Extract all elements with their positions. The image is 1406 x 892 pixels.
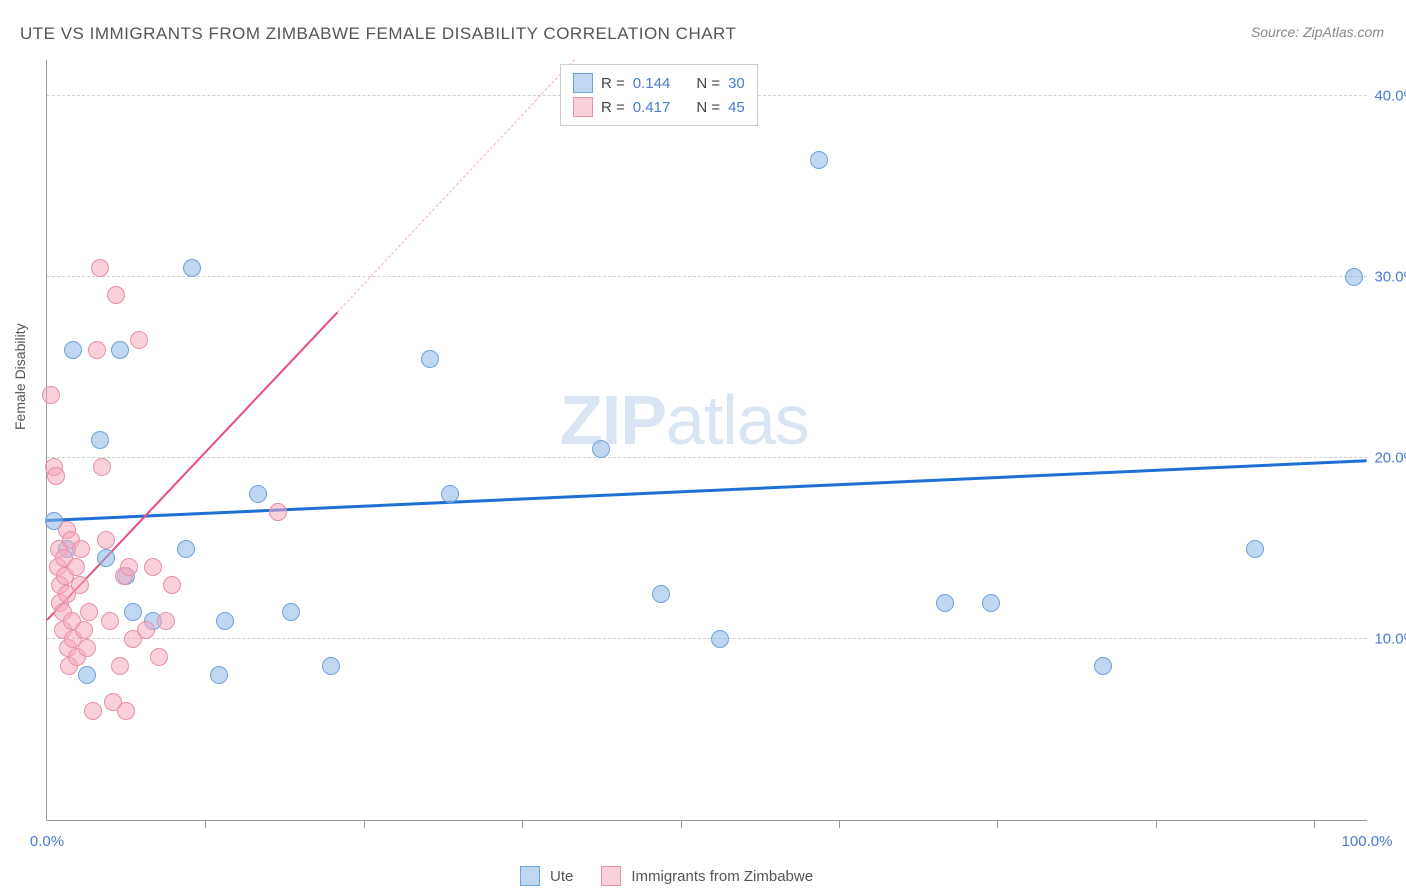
y-tick-label: 10.0% bbox=[1374, 631, 1406, 648]
data-point bbox=[1246, 540, 1264, 558]
gridline bbox=[47, 638, 1367, 639]
data-point bbox=[982, 594, 1000, 612]
data-point bbox=[101, 612, 119, 630]
x-tick bbox=[1314, 820, 1315, 828]
data-point bbox=[91, 431, 109, 449]
data-point bbox=[75, 621, 93, 639]
data-point bbox=[78, 639, 96, 657]
data-point bbox=[80, 603, 98, 621]
x-tick bbox=[681, 820, 682, 828]
x-tick bbox=[205, 820, 206, 828]
legend-r-label: R = bbox=[601, 99, 625, 116]
data-point bbox=[441, 485, 459, 503]
data-point bbox=[93, 458, 111, 476]
data-point bbox=[67, 558, 85, 576]
data-point bbox=[421, 350, 439, 368]
x-tick bbox=[997, 820, 998, 828]
data-point bbox=[64, 341, 82, 359]
gridline bbox=[47, 457, 1367, 458]
data-point bbox=[216, 612, 234, 630]
data-point bbox=[117, 702, 135, 720]
pink-trend-dashed bbox=[337, 59, 575, 313]
data-point bbox=[107, 286, 125, 304]
data-point bbox=[1345, 268, 1363, 286]
source-attribution: Source: ZipAtlas.com bbox=[1251, 24, 1384, 40]
x-tick bbox=[1156, 820, 1157, 828]
legend-stats-row: R = 0.144 N = 30 bbox=[573, 71, 745, 95]
data-point bbox=[269, 503, 287, 521]
data-point bbox=[72, 540, 90, 558]
legend-swatch bbox=[601, 866, 621, 886]
pink-trend-solid bbox=[46, 312, 338, 621]
x-tick bbox=[522, 820, 523, 828]
data-point bbox=[177, 540, 195, 558]
x-tick bbox=[364, 820, 365, 828]
data-point bbox=[1094, 657, 1112, 675]
legend-swatch bbox=[573, 73, 593, 93]
legend-n-label: N = bbox=[696, 99, 720, 116]
data-point bbox=[183, 259, 201, 277]
y-tick-label: 30.0% bbox=[1374, 269, 1406, 286]
data-point bbox=[91, 259, 109, 277]
legend-stats: R = 0.144 N = 30 R = 0.417 N = 45 bbox=[560, 64, 758, 126]
data-point bbox=[88, 341, 106, 359]
data-point bbox=[592, 440, 610, 458]
chart-title: UTE VS IMMIGRANTS FROM ZIMBABWE FEMALE D… bbox=[20, 24, 736, 44]
legend-stats-row: R = 0.417 N = 45 bbox=[573, 95, 745, 119]
legend-n-value: 30 bbox=[728, 75, 745, 92]
data-point bbox=[711, 630, 729, 648]
data-point bbox=[42, 386, 60, 404]
legend-r-value: 0.417 bbox=[633, 99, 671, 116]
y-tick-label: 40.0% bbox=[1374, 88, 1406, 105]
gridline bbox=[47, 276, 1367, 277]
data-point bbox=[97, 549, 115, 567]
legend-swatch bbox=[573, 97, 593, 117]
x-tick bbox=[839, 820, 840, 828]
legend-series-label: Immigrants from Zimbabwe bbox=[631, 868, 813, 885]
data-point bbox=[78, 666, 96, 684]
data-point bbox=[652, 585, 670, 603]
y-tick-label: 20.0% bbox=[1374, 450, 1406, 467]
plot-area: 10.0%20.0%30.0%40.0%0.0%100.0% bbox=[46, 60, 1367, 821]
legend-r-label: R = bbox=[601, 75, 625, 92]
data-point bbox=[810, 151, 828, 169]
data-point bbox=[157, 612, 175, 630]
data-point bbox=[210, 666, 228, 684]
data-point bbox=[84, 702, 102, 720]
data-point bbox=[111, 657, 129, 675]
x-tick-label: 100.0% bbox=[1342, 833, 1393, 850]
y-axis-label: Female Disability bbox=[12, 323, 28, 430]
data-point bbox=[150, 648, 168, 666]
data-point bbox=[124, 603, 142, 621]
legend-series-label: Ute bbox=[550, 868, 573, 885]
data-point bbox=[71, 576, 89, 594]
data-point bbox=[130, 331, 148, 349]
legend-r-value: 0.144 bbox=[633, 75, 671, 92]
legend-n-label: N = bbox=[696, 75, 720, 92]
data-point bbox=[137, 621, 155, 639]
legend-swatch bbox=[520, 866, 540, 886]
data-point bbox=[322, 657, 340, 675]
data-point bbox=[163, 576, 181, 594]
x-tick-label: 0.0% bbox=[30, 833, 64, 850]
data-point bbox=[249, 485, 267, 503]
legend-series: Ute Immigrants from Zimbabwe bbox=[520, 866, 831, 886]
data-point bbox=[936, 594, 954, 612]
data-point bbox=[97, 531, 115, 549]
legend-n-value: 45 bbox=[728, 99, 745, 116]
data-point bbox=[120, 558, 138, 576]
blue-trend bbox=[47, 459, 1367, 521]
data-point bbox=[144, 558, 162, 576]
data-point bbox=[282, 603, 300, 621]
data-point bbox=[47, 467, 65, 485]
data-point bbox=[111, 341, 129, 359]
